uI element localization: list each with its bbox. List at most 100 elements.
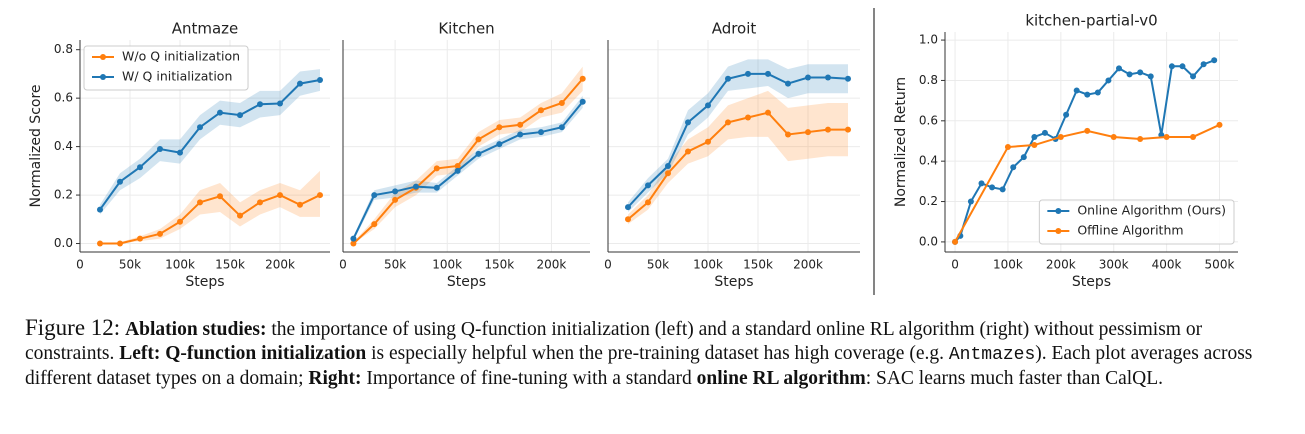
y-tick-label: 1.0	[919, 33, 938, 47]
data-point	[1031, 142, 1038, 149]
legend-box	[83, 45, 249, 91]
data-point	[1126, 71, 1133, 78]
y-tick-label: 0.0	[54, 236, 73, 250]
data-point	[989, 184, 996, 191]
data-point	[558, 124, 565, 131]
data-point	[412, 183, 419, 190]
data-point	[137, 235, 143, 242]
data-point	[1031, 133, 1038, 140]
x-axis-label: Steps	[185, 274, 224, 290]
x-axis-label: Steps	[1072, 274, 1111, 290]
data-point	[1190, 133, 1197, 140]
caption-text: Importance of fine-tuning with a standar…	[361, 368, 697, 389]
data-point	[745, 114, 751, 121]
x-axis-label: Steps	[714, 274, 753, 290]
x-tick-label: 200k	[537, 258, 567, 272]
caption-text: : SAC learns much faster than CalQL.	[865, 368, 1164, 389]
x-tick-label: 0	[339, 258, 347, 272]
data-point	[277, 100, 283, 107]
y-tick-label: 0.8	[54, 42, 73, 56]
data-point	[845, 75, 851, 82]
confidence-band	[100, 69, 320, 215]
caption-text: is especially helpful when the pre-train…	[366, 343, 949, 364]
series-line	[99, 78, 321, 211]
data-point	[685, 119, 691, 126]
x-tick-label: 100k	[432, 258, 462, 272]
data-point	[157, 230, 163, 237]
data-point	[725, 75, 731, 82]
legend: Online Algorithm (Ours) Offline Algorithm	[1038, 199, 1235, 245]
data-point	[137, 164, 143, 171]
confidence-band	[353, 95, 583, 242]
x-tick-label: 300k	[1099, 258, 1129, 272]
data-point	[538, 129, 545, 136]
data-point	[1200, 61, 1207, 68]
legend-label: Online Algorithm (Ours)	[1077, 203, 1226, 218]
data-point	[705, 102, 711, 109]
data-point	[1105, 77, 1112, 84]
data-point	[825, 74, 831, 81]
data-point	[845, 126, 851, 133]
data-point	[705, 138, 711, 145]
legend-label: Offline Algorithm	[1077, 223, 1183, 238]
data-point	[237, 212, 243, 219]
data-point	[1110, 133, 1117, 140]
y-tick-label: 0.2	[919, 194, 938, 208]
caption: Figure 12: Ablation studies: the importa…	[25, 316, 1275, 391]
series-line	[627, 72, 849, 208]
confidence-band	[628, 90, 848, 225]
data-point	[177, 149, 183, 156]
data-point	[371, 192, 378, 199]
data-point	[1073, 87, 1080, 94]
data-point	[454, 162, 461, 169]
data-point	[785, 80, 791, 87]
data-point	[371, 221, 378, 228]
data-point	[1211, 57, 1218, 64]
data-point	[433, 165, 440, 172]
y-tick-label: 0.6	[919, 113, 938, 127]
data-point	[197, 124, 203, 131]
x-tick-label: 50k	[384, 258, 406, 272]
x-tick-label: 100k	[993, 258, 1023, 272]
data-point	[475, 136, 482, 143]
data-point	[1094, 89, 1101, 96]
data-point	[257, 101, 263, 108]
chart-title: Antmaze	[172, 20, 239, 38]
data-point	[1020, 154, 1027, 161]
data-point	[97, 206, 103, 213]
data-point	[277, 192, 283, 199]
caption-text: Antmazes	[948, 345, 1036, 365]
x-tick-label: 50k	[647, 258, 669, 272]
x-tick-label: 100k	[165, 258, 195, 272]
data-point	[1010, 164, 1017, 171]
data-point	[745, 70, 751, 77]
figure: Antmaze 0.0 0.2 0.4 0.6 0.8 0 50k 100k 150k 200k St…	[28, 8, 1238, 295]
data-point	[1147, 73, 1154, 80]
data-point	[297, 80, 303, 87]
x-tick-label: 200k	[265, 258, 295, 272]
data-point	[496, 124, 503, 131]
data-point	[1216, 121, 1223, 128]
x-tick-label: 150k	[743, 258, 773, 272]
confidence-band	[353, 66, 583, 244]
data-point	[237, 112, 243, 119]
data-point	[785, 131, 791, 138]
data-point	[1084, 91, 1091, 98]
confidence-band	[100, 170, 320, 244]
data-point	[350, 240, 357, 247]
y-tick-label: 0.0	[919, 234, 938, 248]
data-point	[517, 131, 524, 138]
series-line	[352, 101, 584, 240]
legend-marker	[1055, 208, 1062, 214]
data-point	[1004, 144, 1011, 151]
data-point	[217, 193, 223, 200]
caption-text: online RL algorithm	[696, 368, 866, 389]
x-tick-label: 200k	[793, 258, 823, 272]
data-point	[538, 107, 545, 114]
data-point	[1084, 127, 1091, 134]
data-point	[1137, 135, 1144, 142]
data-point	[999, 186, 1006, 193]
data-point	[454, 167, 461, 174]
data-point	[952, 238, 959, 245]
data-point	[1190, 73, 1197, 80]
